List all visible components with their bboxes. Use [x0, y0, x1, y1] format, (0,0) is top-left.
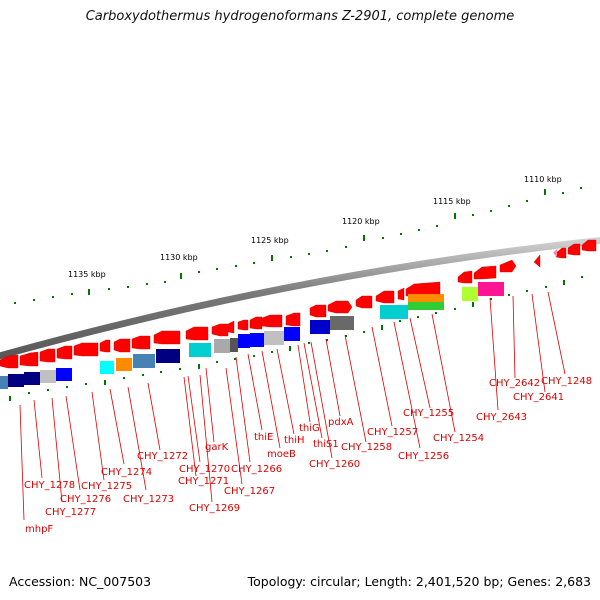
- gene-arrow: [19, 351, 39, 367]
- gene-label: CHY_1276: [60, 494, 111, 505]
- gene-arrow-pink: [553, 249, 557, 257]
- gene-label: thiS1: [313, 439, 339, 450]
- kbp-label: 1120 kbp: [342, 217, 380, 226]
- gene-label: thiH: [284, 435, 305, 446]
- gene-label: CHY_1270: [179, 464, 230, 475]
- gene-arrow: [555, 247, 567, 259]
- gene-label: CHY_1260: [309, 459, 360, 470]
- gene-arrow: [0, 354, 19, 369]
- gene-label: thiG: [299, 423, 320, 434]
- gene-arrow: [249, 316, 263, 330]
- genome-title: Carboxydothermus hydrogenoformans Z-2901…: [85, 9, 515, 24]
- gene-label: CHY_1278: [24, 480, 75, 491]
- gene-arrow: [581, 239, 597, 252]
- gene-arrow: [99, 339, 111, 353]
- gene-label: moeB: [267, 449, 296, 460]
- gene-arrow: [131, 335, 151, 350]
- gene-arrow: [261, 314, 283, 328]
- gene-arrow: [56, 345, 73, 360]
- genome-stats-text: Topology: circular; Length: 2,401,520 bp…: [247, 574, 591, 589]
- gene-label: CHY_1267: [224, 486, 275, 497]
- gene-label: thiE: [254, 432, 273, 443]
- gene-label: CHY_1266: [231, 464, 282, 475]
- gene-arrow: [405, 281, 441, 297]
- gene-arrow: [227, 320, 235, 334]
- gene-label: CHY_1256: [398, 451, 449, 462]
- kbp-label: 1130 kbp: [160, 253, 198, 262]
- gene-label: CHY_1254: [433, 433, 484, 444]
- gene-label: mhpF: [25, 524, 53, 535]
- gene-arrow: [473, 265, 497, 280]
- gene-label: CHY_2643: [476, 412, 527, 423]
- gene-label: pdxA: [328, 417, 354, 428]
- gene-arrow: [237, 319, 249, 331]
- kbp-label: 1115 kbp: [433, 197, 471, 206]
- gene-arrow: [499, 259, 517, 273]
- gene-arrow: [397, 287, 405, 301]
- gene-label: CHY_1274: [101, 467, 152, 478]
- gene-label: CHY_1248: [541, 376, 592, 387]
- gene-label: CHY_1271: [178, 476, 229, 487]
- gene-label: CHY_1277: [45, 507, 96, 518]
- gene-label: CHY_1272: [137, 451, 188, 462]
- scale-major-ticks: [88, 189, 546, 295]
- kbp-label: 1125 kbp: [251, 236, 289, 245]
- gene-arrow: [185, 326, 209, 341]
- scale-minor-ticks: [14, 187, 582, 304]
- gene-arrow: [567, 243, 581, 256]
- gene-arrow: [153, 330, 181, 345]
- gene-label: CHY_1258: [341, 442, 392, 453]
- gene-arrow: [457, 270, 473, 284]
- gene-arrow: [113, 338, 131, 353]
- gene-label: CHY_1269: [189, 503, 240, 514]
- gene-arrow: [309, 304, 327, 318]
- gene-arrow: [355, 295, 373, 309]
- gene-arrow: [39, 348, 56, 363]
- accession-text: Accession: NC_007503: [9, 574, 152, 589]
- gene-arrow: [327, 300, 353, 314]
- cog-bars: [0, 282, 504, 389]
- gene-arrow: [73, 342, 99, 357]
- gene-label: CHY_1257: [367, 427, 418, 438]
- genome-backbone: [0, 237, 600, 360]
- gene-arrow: [375, 290, 395, 304]
- label-leader-lines: [19, 291, 566, 521]
- gene-arrows: [0, 239, 597, 369]
- gene-arrow: [211, 323, 229, 337]
- gene-label: CHY_2642: [489, 378, 540, 389]
- kbp-label: 1110 kbp: [524, 175, 562, 184]
- gene-arrow: [533, 254, 541, 268]
- gene-label: CHY_2641: [513, 392, 564, 403]
- gene-label: garK: [205, 442, 229, 453]
- gene-labels: CHY_1248 CHY_2641 CHY_2642 CHY_2643 CHY_…: [24, 376, 592, 535]
- inner-scale-ticks: [9, 276, 583, 401]
- kbp-label: 1135 kbp: [68, 270, 106, 279]
- gene-label: CHY_1273: [123, 494, 174, 505]
- gene-label: CHY_1255: [403, 408, 454, 419]
- gene-arrow: [285, 312, 301, 327]
- gene-label: CHY_1275: [81, 481, 132, 492]
